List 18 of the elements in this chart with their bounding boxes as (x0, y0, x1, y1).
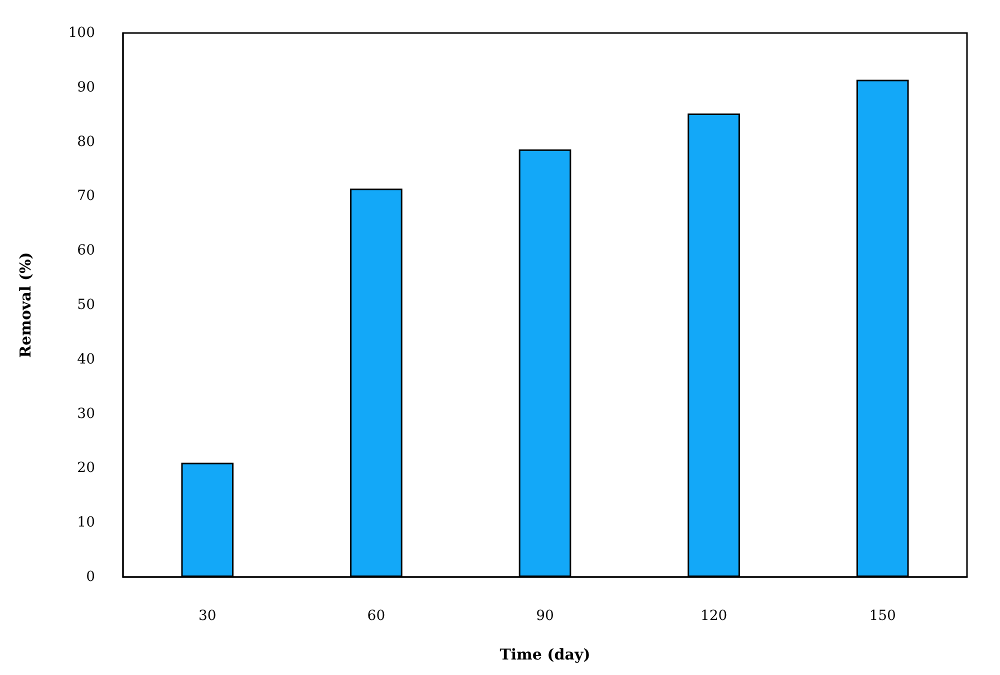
y-tick-label: 50 (77, 297, 95, 313)
y-tick-label: 40 (77, 351, 95, 368)
y-tick-label: 0 (86, 569, 95, 585)
y-tick-label: 100 (68, 25, 95, 41)
y-axis-title: Removal (%) (16, 252, 34, 358)
y-tick-label: 70 (77, 188, 95, 204)
x-tick-label: 90 (536, 608, 554, 624)
x-tick-label: 120 (700, 608, 728, 624)
y-tick-label: 10 (77, 514, 95, 531)
y-tick-label: 80 (77, 134, 95, 150)
y-tick-label: 90 (77, 79, 95, 96)
x-axis-title: Time (day) (500, 646, 590, 664)
y-tick-label: 30 (77, 406, 95, 422)
x-tick-label: 150 (869, 608, 896, 624)
x-tick-label: 30 (198, 608, 216, 624)
y-tick-label: 20 (77, 460, 95, 476)
y-tick-label: 60 (77, 242, 95, 259)
x-tick-label: 60 (367, 608, 386, 624)
